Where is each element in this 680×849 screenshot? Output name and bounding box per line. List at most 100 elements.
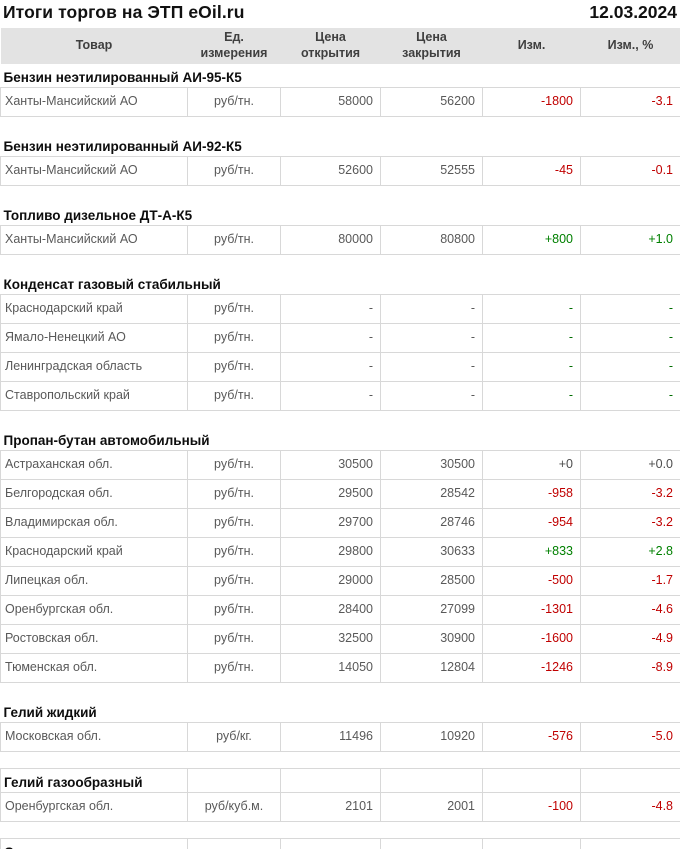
change-pct-cell: +1.0: [580, 225, 680, 255]
open-price-cell: 58000: [280, 87, 381, 117]
section-header-empty-cell: [581, 202, 680, 226]
spacer-row: [1, 411, 680, 428]
section-title: Конденсат газовый стабильный: [3, 277, 221, 292]
close-price-cell: 30900: [380, 624, 483, 654]
section-title: Бензин неэтилированный АИ-92-К5: [3, 139, 242, 154]
section-header-empty-cell: [187, 768, 281, 793]
product-cell: Владимирская обл.: [0, 508, 188, 538]
open-price-cell: 52600: [280, 156, 381, 186]
change-cell: -958: [482, 479, 581, 509]
table-row: Липецкая обл. руб/тн. 29000 28500 -500 -1.7: [0, 566, 680, 596]
table-row: Ханты-Мансийский АО руб/тн. 58000 56200 -180…: [0, 87, 680, 117]
close-price-cell: 52555: [380, 156, 483, 186]
change-cell: +800: [482, 225, 581, 255]
change-pct-cell: -4.8: [580, 792, 680, 822]
section-header-empty-cell: [580, 768, 680, 793]
results-table: Товар Ед. измерения Цена открытия Цена з…: [0, 28, 680, 849]
open-price-cell: 29000: [280, 566, 381, 596]
section-header-empty-cell: [280, 838, 381, 849]
product-cell: Краснодарский край: [0, 294, 188, 324]
spacer-row: [1, 752, 680, 769]
close-price-cell: 30500: [380, 450, 483, 480]
open-price-cell: 14050: [280, 653, 381, 683]
table-row: Ханты-Мансийский АО руб/тн. 80000 80800 +800…: [0, 225, 680, 255]
section-header-empty-cell: [187, 838, 281, 849]
section-header-row: Спреды: [0, 838, 680, 849]
section-header-row: Топливо дизельное ДТ-А-К5: [1, 202, 680, 226]
change-cell: +0: [482, 450, 581, 480]
section-header-row: Гелий газообразный: [0, 768, 680, 793]
section-header-empty-cell: [581, 133, 680, 157]
change-pct-cell: -: [580, 381, 680, 411]
product-cell: Ростовская обл.: [0, 624, 188, 654]
open-price-cell: 29800: [280, 537, 381, 567]
change-pct-cell: -: [580, 294, 680, 324]
product-cell: Оренбургская обл.: [0, 792, 188, 822]
section-header-empty-cell: [381, 271, 483, 295]
change-cell: -45: [482, 156, 581, 186]
section-header-empty-cell: [482, 838, 581, 849]
unit-cell: руб/тн.: [187, 653, 281, 683]
product-cell: Ханты-Мансийский АО: [0, 225, 188, 255]
unit-cell: руб/кг.: [187, 722, 281, 752]
section-header-empty-cell: [580, 838, 680, 849]
open-price-cell: 29500: [280, 479, 381, 509]
section-header-empty-cell: [188, 699, 281, 723]
section-header-empty-cell: [482, 768, 581, 793]
section-header-row: Бензин неэтилированный АИ-95-К5: [1, 64, 680, 88]
close-price-cell: 56200: [380, 87, 483, 117]
section-header-empty-cell: [581, 64, 680, 88]
change-pct-cell: -3.2: [580, 508, 680, 538]
open-price-cell: 11496: [280, 722, 381, 752]
section-header-empty-cell: [281, 271, 381, 295]
col-header-product: Товар: [0, 28, 188, 64]
change-cell: -: [482, 352, 581, 382]
section-header-empty-cell: [581, 699, 680, 723]
unit-cell: руб/куб.м.: [187, 792, 281, 822]
close-price-cell: 28542: [380, 479, 483, 509]
change-pct-cell: -: [580, 323, 680, 353]
col-header-change: Изм.: [482, 28, 581, 64]
section-header-row: Пропан-бутан автомобильный: [1, 427, 680, 451]
close-price-cell: -: [380, 294, 483, 324]
change-pct-cell: -4.9: [580, 624, 680, 654]
unit-cell: руб/тн.: [187, 87, 281, 117]
table-row: Краснодарский край руб/тн. 29800 30633 +833 +…: [0, 537, 680, 567]
change-cell: -576: [482, 722, 581, 752]
section-header-empty-cell: [581, 271, 680, 295]
close-price-cell: -: [380, 381, 483, 411]
section-header-empty-cell: [381, 427, 483, 451]
section-header-empty-cell: [581, 427, 680, 451]
section-title: Пропан-бутан автомобильный: [3, 433, 210, 448]
section-header-empty-cell: [380, 838, 483, 849]
section-header-empty-cell: [483, 427, 581, 451]
unit-cell: руб/тн.: [187, 381, 281, 411]
change-cell: -1600: [482, 624, 581, 654]
change-pct-cell: -8.9: [580, 653, 680, 683]
change-cell: -1246: [482, 653, 581, 683]
section-header-empty-cell: [380, 768, 483, 793]
section-title: Гелий газообразный: [0, 768, 188, 793]
table-row: Белгородская обл. руб/тн. 29500 28542 -958 -3…: [0, 479, 680, 509]
change-pct-cell: +2.8: [580, 537, 680, 567]
section-title: Гелий жидкий: [3, 705, 97, 720]
section-header-empty-cell: [381, 133, 483, 157]
close-price-cell: 30633: [380, 537, 483, 567]
product-cell: Астраханская обл.: [0, 450, 188, 480]
unit-cell: руб/тн.: [187, 156, 281, 186]
product-cell: Ставропольский край: [0, 381, 188, 411]
table-row: Ханты-Мансийский АО руб/тн. 52600 52555 -45-…: [0, 156, 680, 186]
section-header-empty-cell: [281, 64, 381, 88]
change-pct-cell: -4.6: [580, 595, 680, 625]
change-pct-cell: -0.1: [580, 156, 680, 186]
section-header-empty-cell: [281, 133, 381, 157]
section-header-row: Конденсат газовый стабильный: [1, 271, 680, 295]
unit-cell: руб/тн.: [187, 566, 281, 596]
close-price-cell: 28500: [380, 566, 483, 596]
open-price-cell: 2101: [280, 792, 381, 822]
page-header: Итоги торгов на ЭТП eOil.ru 12.03.2024: [0, 0, 680, 28]
close-price-cell: 28746: [380, 508, 483, 538]
open-price-cell: -: [280, 323, 381, 353]
section-title: Топливо дизельное ДТ-А-К5: [3, 208, 193, 223]
product-cell: Ханты-Мансийский АО: [0, 156, 188, 186]
